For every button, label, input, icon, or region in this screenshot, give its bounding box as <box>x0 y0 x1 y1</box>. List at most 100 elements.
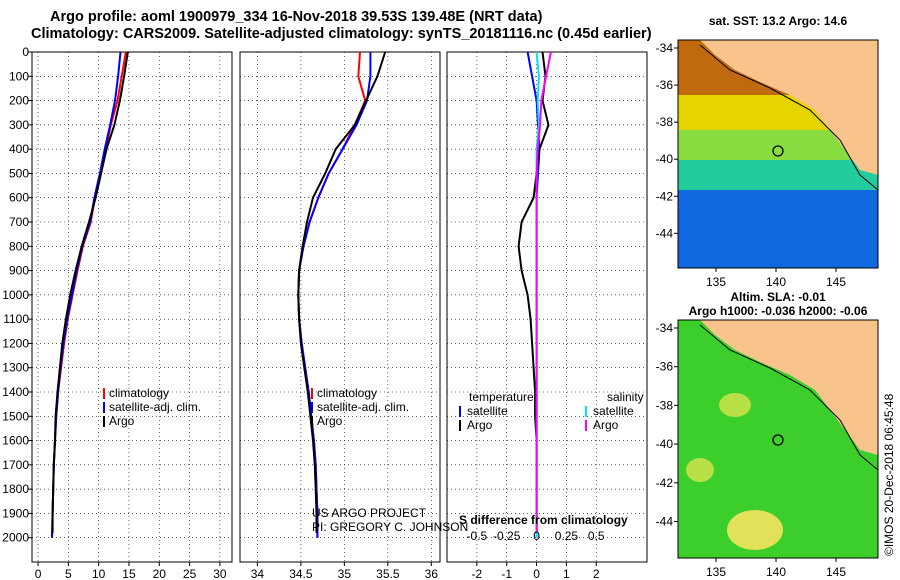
imos-credit: ©IMOS 20-Dec-2018 06:45:48 <box>882 393 896 556</box>
sla-bathymetry-contour <box>699 324 879 471</box>
map-x-tick-label: 135 <box>706 275 726 289</box>
x-tick-label: -2 <box>472 567 483 580</box>
sla-map-subtitle: Argo h1000: -0.036 h2000: -0.06 <box>688 304 868 318</box>
sla-map <box>677 319 879 559</box>
project-note-line1: US ARGO PROJECT <box>312 506 427 520</box>
salinity-panel: 3434.53535.536salinityclimatologysatelli… <box>239 51 441 580</box>
legend-heading-salinity: salinity <box>607 390 644 404</box>
map-x-tick-label: 140 <box>766 275 786 289</box>
y-tick-label: 1300 <box>2 361 29 375</box>
y-tick-label: 100 <box>9 69 29 83</box>
x-tick-label: 34 <box>251 567 265 580</box>
series-satellite-adj-clim--line <box>51 52 122 538</box>
map-x-tick-label: 140 <box>766 565 786 579</box>
y-tick-label: 300 <box>9 118 29 132</box>
x-tick-label: 10 <box>92 567 106 580</box>
difference-panel: -2-1012T difference from climatologytemp… <box>446 51 648 580</box>
map-y-tick-label: -44 <box>656 226 674 240</box>
map-y-tick-label: -34 <box>656 321 674 335</box>
map-x-tick-label: 145 <box>826 565 846 579</box>
legend-label: Argo <box>109 414 135 428</box>
series-t-satellite-line <box>526 52 541 538</box>
sst-blue-band <box>678 190 878 268</box>
legend-label: Argo <box>593 418 619 432</box>
map-y-tick-label: -38 <box>656 115 674 129</box>
map-y-tick-label: -40 <box>656 437 674 451</box>
y-tick-label: 1700 <box>2 458 29 472</box>
sla-float-location <box>772 434 784 446</box>
difference-top-tick-label: 0.25 <box>555 529 579 543</box>
y-tick-label: 200 <box>9 94 29 108</box>
y-tick-label: 600 <box>9 191 29 205</box>
y-tick-label: 500 <box>9 166 29 180</box>
sst-map-frame <box>677 39 879 269</box>
x-tick-label: 35 <box>338 567 352 580</box>
map-y-tick-label: -42 <box>656 189 674 203</box>
sla-map-title: Altim. SLA: -0.01 <box>730 290 826 304</box>
map-y-tick-label: -36 <box>656 78 674 92</box>
sst-map <box>677 39 879 269</box>
sst-map-title: sat. SST: 13.2 Argo: 14.6 <box>708 14 848 28</box>
y-tick-label: 700 <box>9 215 29 229</box>
legend-heading-temperature: temperature <box>469 390 534 404</box>
chart-title-line2: Climatology: CARS2009. Satellite-adjuste… <box>31 26 652 42</box>
y-tick-label: 1800 <box>2 482 29 496</box>
legend-label: climatology <box>109 386 169 400</box>
y-tick-label: 1400 <box>2 385 29 399</box>
y-tick-label: 800 <box>9 239 29 253</box>
salinity-frame <box>239 51 441 563</box>
difference-top-tick-label: -0.5 <box>467 529 488 543</box>
x-tick-label: 20 <box>153 567 167 580</box>
y-tick-label: 1900 <box>2 506 29 520</box>
y-tick-label: 0 <box>22 45 29 59</box>
sst-teal-band <box>678 160 878 195</box>
x-tick-label: 34.5 <box>289 567 313 580</box>
y-tick-label: 1600 <box>2 434 29 448</box>
legend-label: satellite-adj. clim. <box>109 400 201 414</box>
y-tick-label: 1100 <box>3 312 29 326</box>
series-argo-line <box>297 52 387 533</box>
map-y-tick-label: -34 <box>656 41 674 55</box>
legend-label: satellite-adj. clim. <box>317 400 409 414</box>
temperature-frame <box>31 51 233 563</box>
map-x-tick-label: 135 <box>706 565 726 579</box>
sla-map-frame <box>677 319 879 559</box>
legend-label: Argo <box>317 414 343 428</box>
sst-land <box>700 40 878 175</box>
series-satellite-adj-clim--line <box>297 52 372 538</box>
difference-top-tick-label: 0.5 <box>588 529 605 543</box>
map-y-tick-label: -36 <box>656 360 674 374</box>
y-tick-label: 1200 <box>2 336 29 350</box>
project-note-line2: PI: GREGORY C. JOHNSON <box>312 520 468 534</box>
y-tick-label: 400 <box>9 142 29 156</box>
map-y-tick-label: -42 <box>656 476 674 490</box>
x-tick-label: -1 <box>501 567 512 580</box>
sst-float-location <box>772 145 784 157</box>
y-tick-label: 900 <box>9 264 29 278</box>
x-tick-label: 36 <box>425 567 439 580</box>
sla-high-anomaly <box>727 510 783 550</box>
legend-label: satellite <box>467 404 508 418</box>
x-tick-label: 25 <box>183 567 197 580</box>
y-tick-label: 1000 <box>2 288 29 302</box>
map-y-tick-label: -44 <box>656 514 674 528</box>
series-t-argo-line <box>517 52 550 533</box>
difference-top-tick-label: 0 <box>533 529 540 543</box>
map-y-tick-label: -38 <box>656 398 674 412</box>
legend-label: Argo <box>467 418 493 432</box>
temperature-panel: 0 5 10 15 20 25 300100200300400500600700800900… <box>2 45 233 580</box>
chart-title-line1: Argo profile: aoml 1900979_334 16-Nov-20… <box>50 9 543 25</box>
series-s-argo-line <box>535 52 552 533</box>
series-argo-line <box>51 52 129 533</box>
x-tick-label: 15 <box>122 567 136 580</box>
x-tick-label: 0 <box>35 567 42 580</box>
x-tick-label: 5 <box>65 567 72 580</box>
map-y-tick-label: -40 <box>656 152 674 166</box>
y-tick-label: 2000 <box>2 531 29 545</box>
x-tick-label: 35.5 <box>376 567 400 580</box>
y-tick-label: 1500 <box>2 409 29 423</box>
sst-bathymetry-contour <box>699 44 879 191</box>
map-x-tick-label: 145 <box>826 275 846 289</box>
difference-top-tick-label: -0.25 <box>493 529 521 543</box>
